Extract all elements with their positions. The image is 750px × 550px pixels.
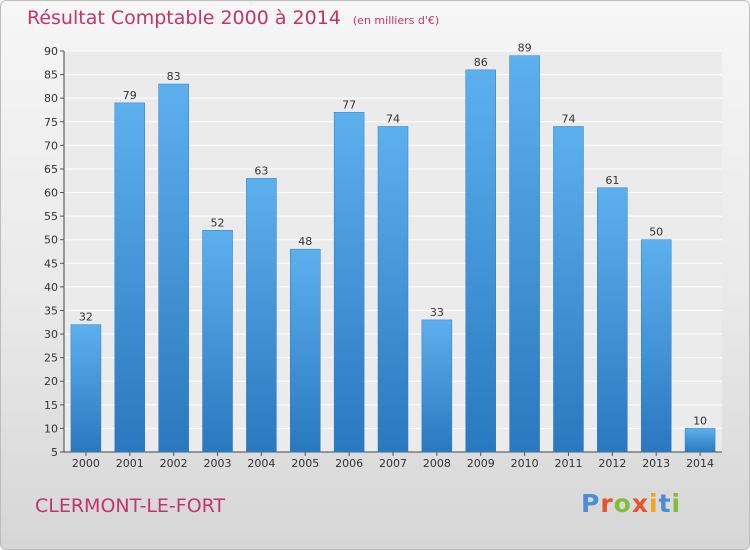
y-tick-label: 15 [44,399,58,412]
data-label: 89 [518,42,532,55]
bar [158,83,189,453]
logo-letter: t [658,489,672,518]
x-tick-label: 2003 [204,457,232,470]
bar [377,126,409,453]
bar [290,248,321,453]
y-tick-label: 90 [44,45,58,58]
data-label: 83 [167,70,181,83]
y-tick-label: 10 [44,422,58,435]
bar [421,319,453,453]
chart-title: Résultat Comptable 2000 à 2014 (en millie… [27,7,439,29]
y-tick-label: 85 [44,69,58,82]
x-tick-label: 2013 [642,457,670,470]
y-tick-label: 70 [44,139,58,152]
data-label: 77 [342,98,356,111]
data-label: 10 [693,414,707,427]
x-tick-label: 2012 [598,457,626,470]
bar [553,126,584,453]
x-tick-label: 2004 [247,457,275,470]
y-tick-label: 20 [44,375,58,388]
y-tick-label: 45 [44,257,58,270]
bar [684,428,716,453]
bar [202,230,233,453]
logo-letter: x [631,489,649,518]
y-tick-label: 65 [44,163,58,176]
bar [509,55,540,453]
logo-letter: i [671,489,682,518]
x-tick-label: 2002 [160,457,188,470]
chart-subtitle: (en milliers d'€) [352,14,440,27]
data-label: 32 [79,311,93,324]
y-tick-label: 50 [44,234,58,247]
data-label: 74 [386,112,400,125]
x-tick-label: 2010 [511,457,539,470]
data-label: 61 [605,174,619,187]
bar [465,69,496,453]
bar [333,112,365,453]
bar [70,324,102,453]
data-label: 50 [649,226,663,239]
commune-name: CLERMONT-LE-FORT [35,495,226,517]
x-tick-label: 2000 [72,457,100,470]
x-tick-label: 2001 [116,457,144,470]
x-tick-label: 2005 [291,457,319,470]
y-tick-label: 40 [44,281,58,294]
logo-letter: i [649,489,659,518]
y-tick-label: 35 [44,304,58,317]
data-label: 48 [298,235,312,248]
data-label: 74 [561,112,575,125]
x-tick-label: 2006 [335,457,363,470]
data-label: 86 [474,56,488,69]
bar [640,239,672,453]
proxiti-logo: Proxiti [581,489,681,518]
y-tick-label: 80 [44,92,58,105]
logo-letter: r [600,489,614,518]
title-text: Résultat Comptable 2000 à 2014 [27,7,341,29]
x-tick-label: 2007 [379,457,407,470]
y-tick-label: 25 [44,352,58,365]
y-tick-label: 5 [51,446,58,459]
bar [597,187,628,453]
x-tick-label: 2011 [554,457,582,470]
y-tick-label: 75 [44,116,58,129]
x-tick-label: 2009 [467,457,495,470]
logo-letter: P [581,489,601,518]
y-tick-label: 30 [44,328,58,341]
bar [114,102,146,453]
data-label: 63 [254,164,268,177]
logo-letter: o [613,489,632,518]
x-tick-label: 2014 [686,457,714,470]
y-tick-label: 60 [44,187,58,200]
x-tick-label: 2008 [423,457,451,470]
y-tick-label: 55 [44,210,58,223]
data-label: 79 [123,89,137,102]
data-label: 33 [430,306,444,319]
data-label: 52 [211,216,225,229]
bar [246,178,277,453]
plot-area: 5 10 15 20 25 30 35 40 45 50 55 60 65 70 75 80 85 90 32 200… [44,42,722,470]
